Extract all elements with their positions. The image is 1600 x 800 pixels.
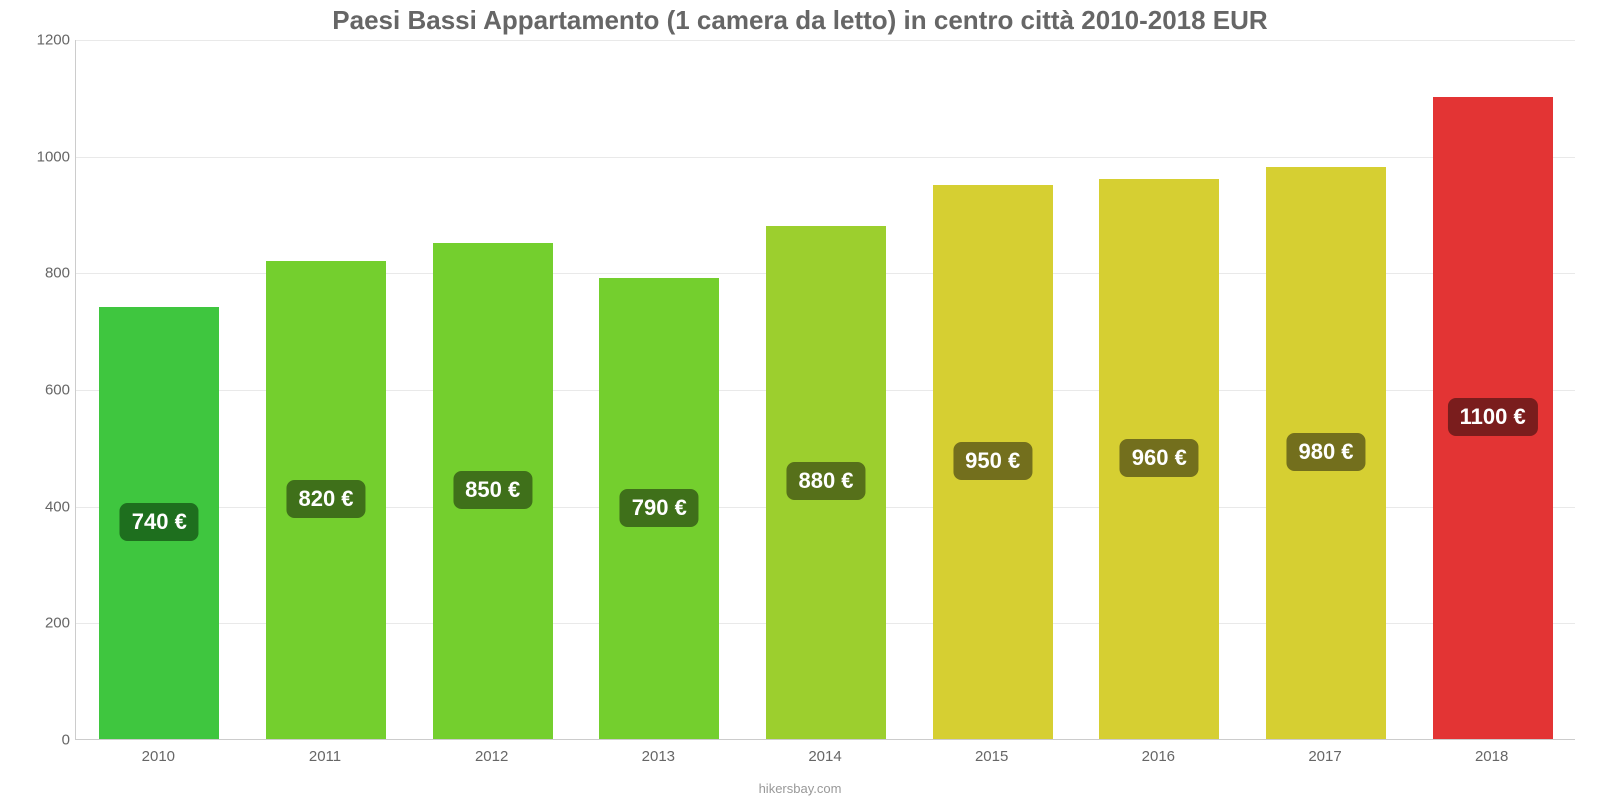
- bar: 820 €: [266, 261, 386, 739]
- gridline: [76, 40, 1575, 41]
- y-tick-label: 200: [10, 615, 70, 632]
- bar: 790 €: [599, 278, 719, 739]
- bar-value-label: 880 €: [786, 462, 865, 500]
- bar: 740 €: [99, 307, 219, 739]
- bar-value-label: 790 €: [620, 489, 699, 527]
- x-tick-label: 2012: [475, 748, 508, 765]
- bar: 880 €: [766, 226, 886, 739]
- bar-value-label: 950 €: [953, 442, 1032, 480]
- bar: 950 €: [933, 185, 1053, 739]
- x-tick-label: 2013: [642, 748, 675, 765]
- y-tick-label: 1200: [10, 32, 70, 49]
- bar-value-label: 980 €: [1286, 433, 1365, 471]
- x-tick-label: 2011: [309, 748, 341, 765]
- chart-container: Paesi Bassi Appartamento (1 camera da le…: [0, 0, 1600, 800]
- bar: 1100 €: [1433, 97, 1553, 739]
- bar-value-label: 740 €: [120, 503, 199, 541]
- plot-area: 740 € 820 € 850 € 790 € 880 € 950 € 960 € 980 €…: [75, 40, 1575, 740]
- x-tick-label: 2018: [1475, 748, 1508, 765]
- x-tick-label: 2014: [808, 748, 841, 765]
- bar-value-label: 1100 €: [1448, 398, 1538, 436]
- y-tick-label: 1000: [10, 148, 70, 165]
- bar: 850 €: [433, 243, 553, 739]
- attribution-text: hikersbay.com: [0, 781, 1600, 796]
- y-tick-label: 800: [10, 265, 70, 282]
- gridline: [76, 157, 1575, 158]
- bar-value-label: 960 €: [1120, 439, 1199, 477]
- x-tick-label: 2015: [975, 748, 1008, 765]
- x-tick-label: 2010: [142, 748, 175, 765]
- y-tick-label: 400: [10, 498, 70, 515]
- chart-title: Paesi Bassi Appartamento (1 camera da le…: [0, 5, 1600, 36]
- bar-value-label: 850 €: [453, 471, 532, 509]
- bar: 980 €: [1266, 167, 1386, 739]
- x-tick-label: 2016: [1142, 748, 1175, 765]
- bar: 960 €: [1099, 179, 1219, 739]
- y-tick-label: 600: [10, 382, 70, 399]
- bar-value-label: 820 €: [286, 480, 365, 518]
- y-tick-label: 0: [10, 732, 70, 749]
- x-tick-label: 2017: [1308, 748, 1341, 765]
